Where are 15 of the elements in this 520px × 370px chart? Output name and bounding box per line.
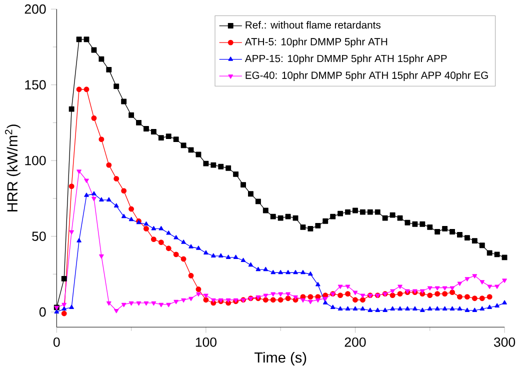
y-tick-label: 0 [39,307,46,317]
y-axis-title: HRR (kW/m$^{2}$) [4,124,20,212]
x-axis-title: Time (s) [254,352,306,366]
x-tick-label: 300 [494,337,516,347]
legend-label: ATH-5: 10phr DMMP 5phr ATH [244,38,388,48]
x-tick-label: 100 [196,337,216,347]
x-tick-label: 200 [344,337,366,347]
legend-label: APP-15: 10phr DMMP 5phr ATH 15phr APP [244,54,447,64]
legend-label: EG-40: 10phr DMMP 5phr ATH 15phr APP 40phr EG [246,71,488,81]
y-tick-label: 150 [25,80,46,90]
legend-label: Ref.: without flame retardants [246,21,380,29]
y-tick-label: 200 [24,4,46,14]
y-tick-label: 100 [25,156,46,166]
y-tick-label: 50 [32,232,46,241]
x-tick-label: 0 [53,337,60,347]
